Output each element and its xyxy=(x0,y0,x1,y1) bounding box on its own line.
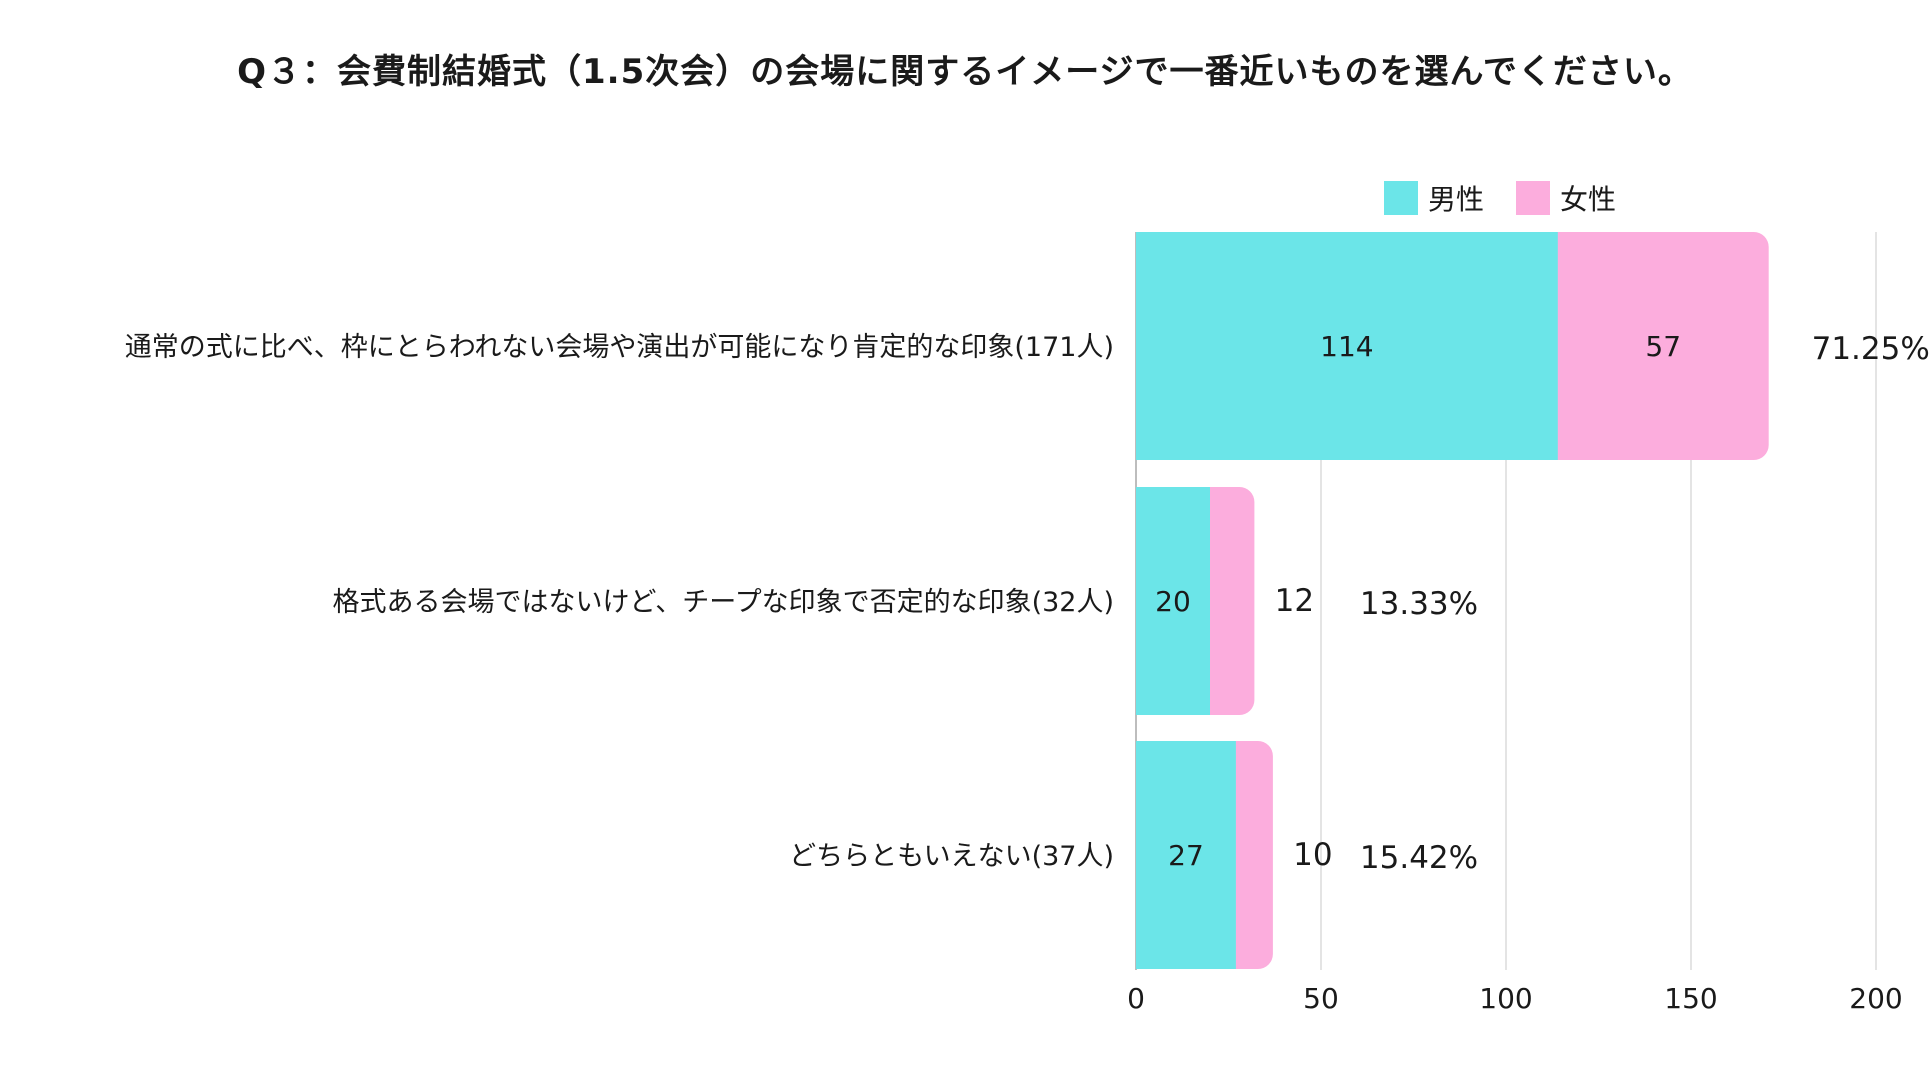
x-tick-label: 0 xyxy=(1127,982,1145,1015)
value-label-female: 12 xyxy=(1275,583,1314,619)
chart-title: Q３：会費制結婚式（1.5次会）の会場に関するイメージで一番近いものを選んでくだ… xyxy=(237,52,1693,92)
legend-swatch xyxy=(1516,181,1550,215)
bar-male xyxy=(1136,741,1236,969)
bar-female xyxy=(1543,232,1769,460)
legend-swatch xyxy=(1384,181,1418,215)
category-label: 通常の式に比べ、枠にとらわれない会場や演出が可能になり肯定的な印象(171人) xyxy=(125,332,1114,363)
value-label-female: 57 xyxy=(1645,330,1681,363)
x-tick-label: 100 xyxy=(1479,982,1532,1015)
value-label-female: 10 xyxy=(1293,837,1332,873)
legend-label: 男性 xyxy=(1428,183,1484,216)
category-label: どちらともいえない(37人) xyxy=(789,841,1114,872)
percent-label: 13.33% xyxy=(1360,586,1478,622)
legend: 男性 女性 xyxy=(1384,181,1616,216)
percent-label: 71.25% xyxy=(1812,331,1930,367)
bar-female xyxy=(1196,487,1255,715)
bar-male xyxy=(1136,232,1558,460)
value-label-male: 114 xyxy=(1320,330,1373,363)
category-label: 格式ある会場ではないけど、チープな印象で否定的な印象(32人) xyxy=(333,587,1114,618)
x-tick-label: 200 xyxy=(1849,982,1902,1015)
value-label-male: 20 xyxy=(1155,585,1191,618)
x-tick-label: 150 xyxy=(1664,982,1717,1015)
bar-male xyxy=(1136,487,1210,715)
legend-label: 女性 xyxy=(1560,183,1616,216)
x-tick-label: 50 xyxy=(1303,982,1339,1015)
percent-label: 15.42% xyxy=(1360,840,1478,876)
bars xyxy=(1136,232,1769,969)
labels: 0 50 100 150 200 通常の式に比べ、枠にとらわれない会場や演出が可能になり肯… xyxy=(125,330,1930,1015)
value-label-male: 27 xyxy=(1168,839,1204,872)
